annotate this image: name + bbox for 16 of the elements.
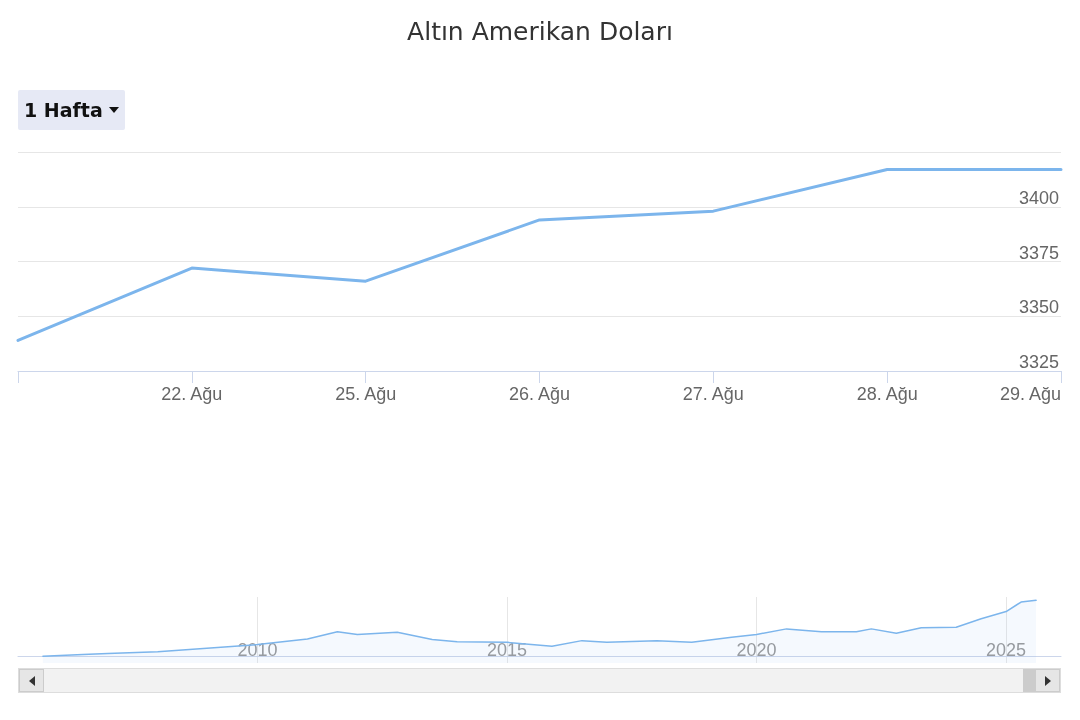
- y-tick-label: 3350: [1018, 297, 1059, 318]
- x-tick-label: 22. Ağu: [161, 384, 223, 404]
- y-tick-label: 3375: [1018, 242, 1059, 263]
- chart-title: Altın Amerikan Doları: [407, 17, 673, 46]
- x-tick-label: 2020: [736, 640, 777, 660]
- x-tick-label: 28. Ağu: [856, 384, 918, 404]
- x-tick-label: 2010: [237, 640, 278, 660]
- y-tick-label: 3325: [1018, 352, 1059, 372]
- x-tick-label: 29. Ağu: [999, 384, 1061, 404]
- y-tick-label: 3400: [1018, 187, 1059, 208]
- x-tick-label: 2025: [986, 640, 1027, 660]
- x-tick-label: 26. Ağu: [508, 384, 571, 404]
- text: 1 Hafta: [24, 99, 103, 121]
- x-tick-label: 27. Ağu: [682, 384, 744, 404]
- x-tick-label: 2015: [487, 640, 528, 660]
- x-tick-label: 25. Ağu: [335, 384, 397, 404]
